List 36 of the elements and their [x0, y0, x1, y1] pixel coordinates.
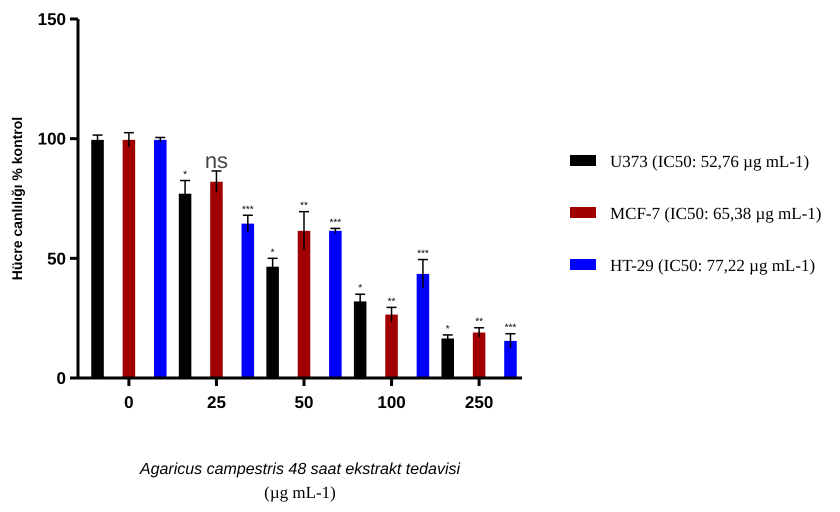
annotation: **: [475, 316, 484, 328]
annotation: ***: [242, 204, 254, 216]
bar: [154, 140, 167, 378]
annotation: *: [270, 247, 275, 258]
annotation: ***: [504, 322, 516, 334]
x-axis-title: Agaricus campestris 48 saat ekstrakt tedavisi (µg mL-1): [138, 461, 461, 502]
bar: [385, 314, 398, 378]
annotation: *: [358, 283, 362, 294]
y-tick-label: 100: [38, 130, 66, 149]
bar: [416, 274, 430, 378]
y-tick-label: 150: [38, 10, 66, 29]
y-tick-label: 0: [56, 368, 66, 388]
annotation: *: [183, 170, 188, 181]
y-axis-title: Hücre canlılığı % kontrol: [9, 116, 25, 280]
legend-label: MCF-7 (IC50: 65,38 µg mL-1): [610, 204, 822, 223]
bar: [298, 230, 310, 378]
legend-label: U373 (IC50: 52,76 µg mL-1): [610, 152, 810, 171]
bar: [329, 230, 342, 378]
x-tick-label: 100: [377, 393, 406, 412]
annotation: **: [300, 200, 308, 212]
y-tick-label: 50: [47, 249, 66, 268]
x-tick-label: 50: [294, 393, 314, 412]
annotation: ns: [204, 148, 228, 173]
annotation: **: [388, 296, 396, 308]
bar: [504, 340, 517, 378]
x-tick-label: 0: [124, 393, 134, 412]
bar: [472, 332, 486, 378]
bar: [122, 140, 136, 378]
bar: [210, 182, 223, 378]
x-tick-label: 250: [464, 393, 494, 412]
legend-label: HT-29 (IC50: 77,22 µg mL-1): [610, 256, 816, 275]
annotation: *: [446, 324, 450, 335]
annotation: ***: [417, 248, 429, 260]
x-tick-label: 25: [206, 393, 226, 412]
bar: [242, 224, 254, 378]
annotation: ***: [330, 217, 342, 228]
